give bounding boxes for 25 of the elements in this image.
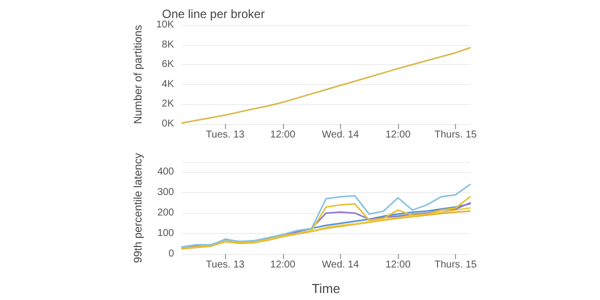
x-axis-title: Time	[312, 281, 340, 296]
y-tick-label: 2K	[162, 98, 174, 110]
y-tick-label: 10K	[156, 20, 174, 30]
y-axis-title: 99th percentile latency	[132, 152, 144, 264]
y-axis-title: Number of partitions	[132, 24, 144, 124]
x-tick-label: Tues. 13	[206, 130, 245, 140]
y-tick-label: 400	[157, 166, 174, 178]
x-tick-label: Tues. 13	[206, 260, 245, 270]
x-tick-label: 12:00	[385, 130, 411, 140]
y-tick-label: 4K	[162, 78, 174, 90]
y-tick-label: 100	[157, 228, 174, 240]
x-tick-label: Thurs. 15	[434, 130, 478, 140]
y-tick-label: 0K	[162, 118, 174, 130]
y-tick-label: 0	[168, 248, 174, 260]
chart-title: One line per broker	[162, 7, 265, 21]
x-tick-label: 12:00	[270, 130, 296, 140]
y-tick-label: 6K	[162, 59, 174, 70]
x-tick-label: Wed. 14	[322, 260, 360, 270]
x-tick-label: 12:00	[385, 260, 411, 270]
y-tick-label: 300	[157, 187, 174, 198]
x-tick-label: 12:00	[270, 260, 296, 270]
y-tick-label: 200	[157, 208, 174, 219]
x-tick-label: Thurs. 15	[434, 260, 478, 270]
x-tick-label: Wed. 14	[322, 130, 360, 140]
y-tick-label: 8K	[162, 39, 174, 50]
